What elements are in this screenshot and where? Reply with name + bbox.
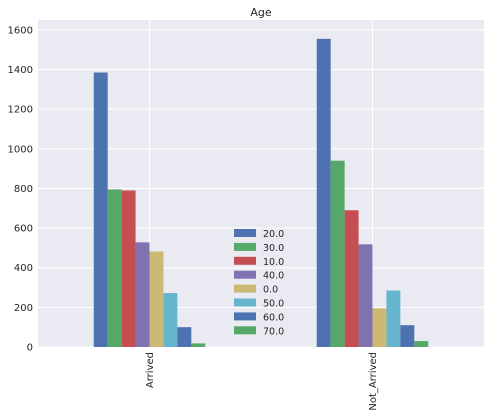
y-tick-label: 400 xyxy=(14,263,33,274)
bar-Not_Arrived-20.0 xyxy=(316,38,331,348)
legend-swatch xyxy=(234,242,256,251)
bar-Not_Arrived-30.0 xyxy=(330,160,345,347)
bar-Not_Arrived-10.0 xyxy=(344,210,359,347)
bar-Arrived-0.0 xyxy=(149,251,164,347)
bar-Arrived-70.0 xyxy=(191,343,206,347)
legend-label: 70.0 xyxy=(263,326,284,337)
y-tick-label: 0 xyxy=(27,343,33,354)
bar-Not_Arrived-60.0 xyxy=(400,325,415,347)
legend-swatch xyxy=(234,326,256,335)
legend-swatch xyxy=(234,256,256,265)
legend-label: 0.0 xyxy=(263,285,278,296)
legend-swatch xyxy=(234,284,256,293)
bar-Arrived-20.0 xyxy=(93,72,108,347)
legend-swatch xyxy=(234,229,256,237)
x-tick-label: Not_Arrived xyxy=(368,352,379,411)
legend-label: 30.0 xyxy=(263,243,284,254)
y-tick-label: 1400 xyxy=(8,65,33,76)
legend-label: 10.0 xyxy=(263,257,284,268)
legend-label: 20.0 xyxy=(263,229,284,240)
bar-Arrived-50.0 xyxy=(163,293,178,347)
legend-label: 60.0 xyxy=(263,312,284,323)
y-tick-label: 600 xyxy=(14,224,33,235)
legend-swatch xyxy=(234,270,256,279)
y-tick-label: 1000 xyxy=(8,144,33,155)
bars xyxy=(93,38,429,348)
bar-Not_Arrived-70.0 xyxy=(414,341,429,347)
chart-title: Age xyxy=(250,6,272,19)
legend-swatch xyxy=(234,312,256,321)
y-tick-labels: 0 200 400 600 800 1000 1200 1400 1600 xyxy=(8,25,33,353)
bar-Not_Arrived-0.0 xyxy=(372,308,387,347)
y-tick-label: 800 xyxy=(14,184,33,195)
bar-Arrived-10.0 xyxy=(121,190,136,347)
bar-Arrived-40.0 xyxy=(135,242,150,347)
y-tick-label: 200 xyxy=(14,303,33,314)
legend-swatch xyxy=(234,298,256,307)
y-tick-label: 1600 xyxy=(8,25,33,36)
legend-label: 50.0 xyxy=(263,299,284,310)
legend-label: 40.0 xyxy=(263,271,284,282)
bar-Not_Arrived-40.0 xyxy=(358,244,373,347)
x-tick-label: Arrived xyxy=(145,352,156,388)
x-tick-labels: Arrived Not_Arrived xyxy=(145,352,379,411)
bar-Arrived-30.0 xyxy=(107,189,122,347)
y-tick-label: 1200 xyxy=(8,105,33,116)
legend: 20.0 30.0 10.0 40.0 0.0 50.0 60.0 70.0 xyxy=(234,229,284,337)
bar-Not_Arrived-50.0 xyxy=(386,290,401,347)
bar-Arrived-60.0 xyxy=(177,327,192,347)
